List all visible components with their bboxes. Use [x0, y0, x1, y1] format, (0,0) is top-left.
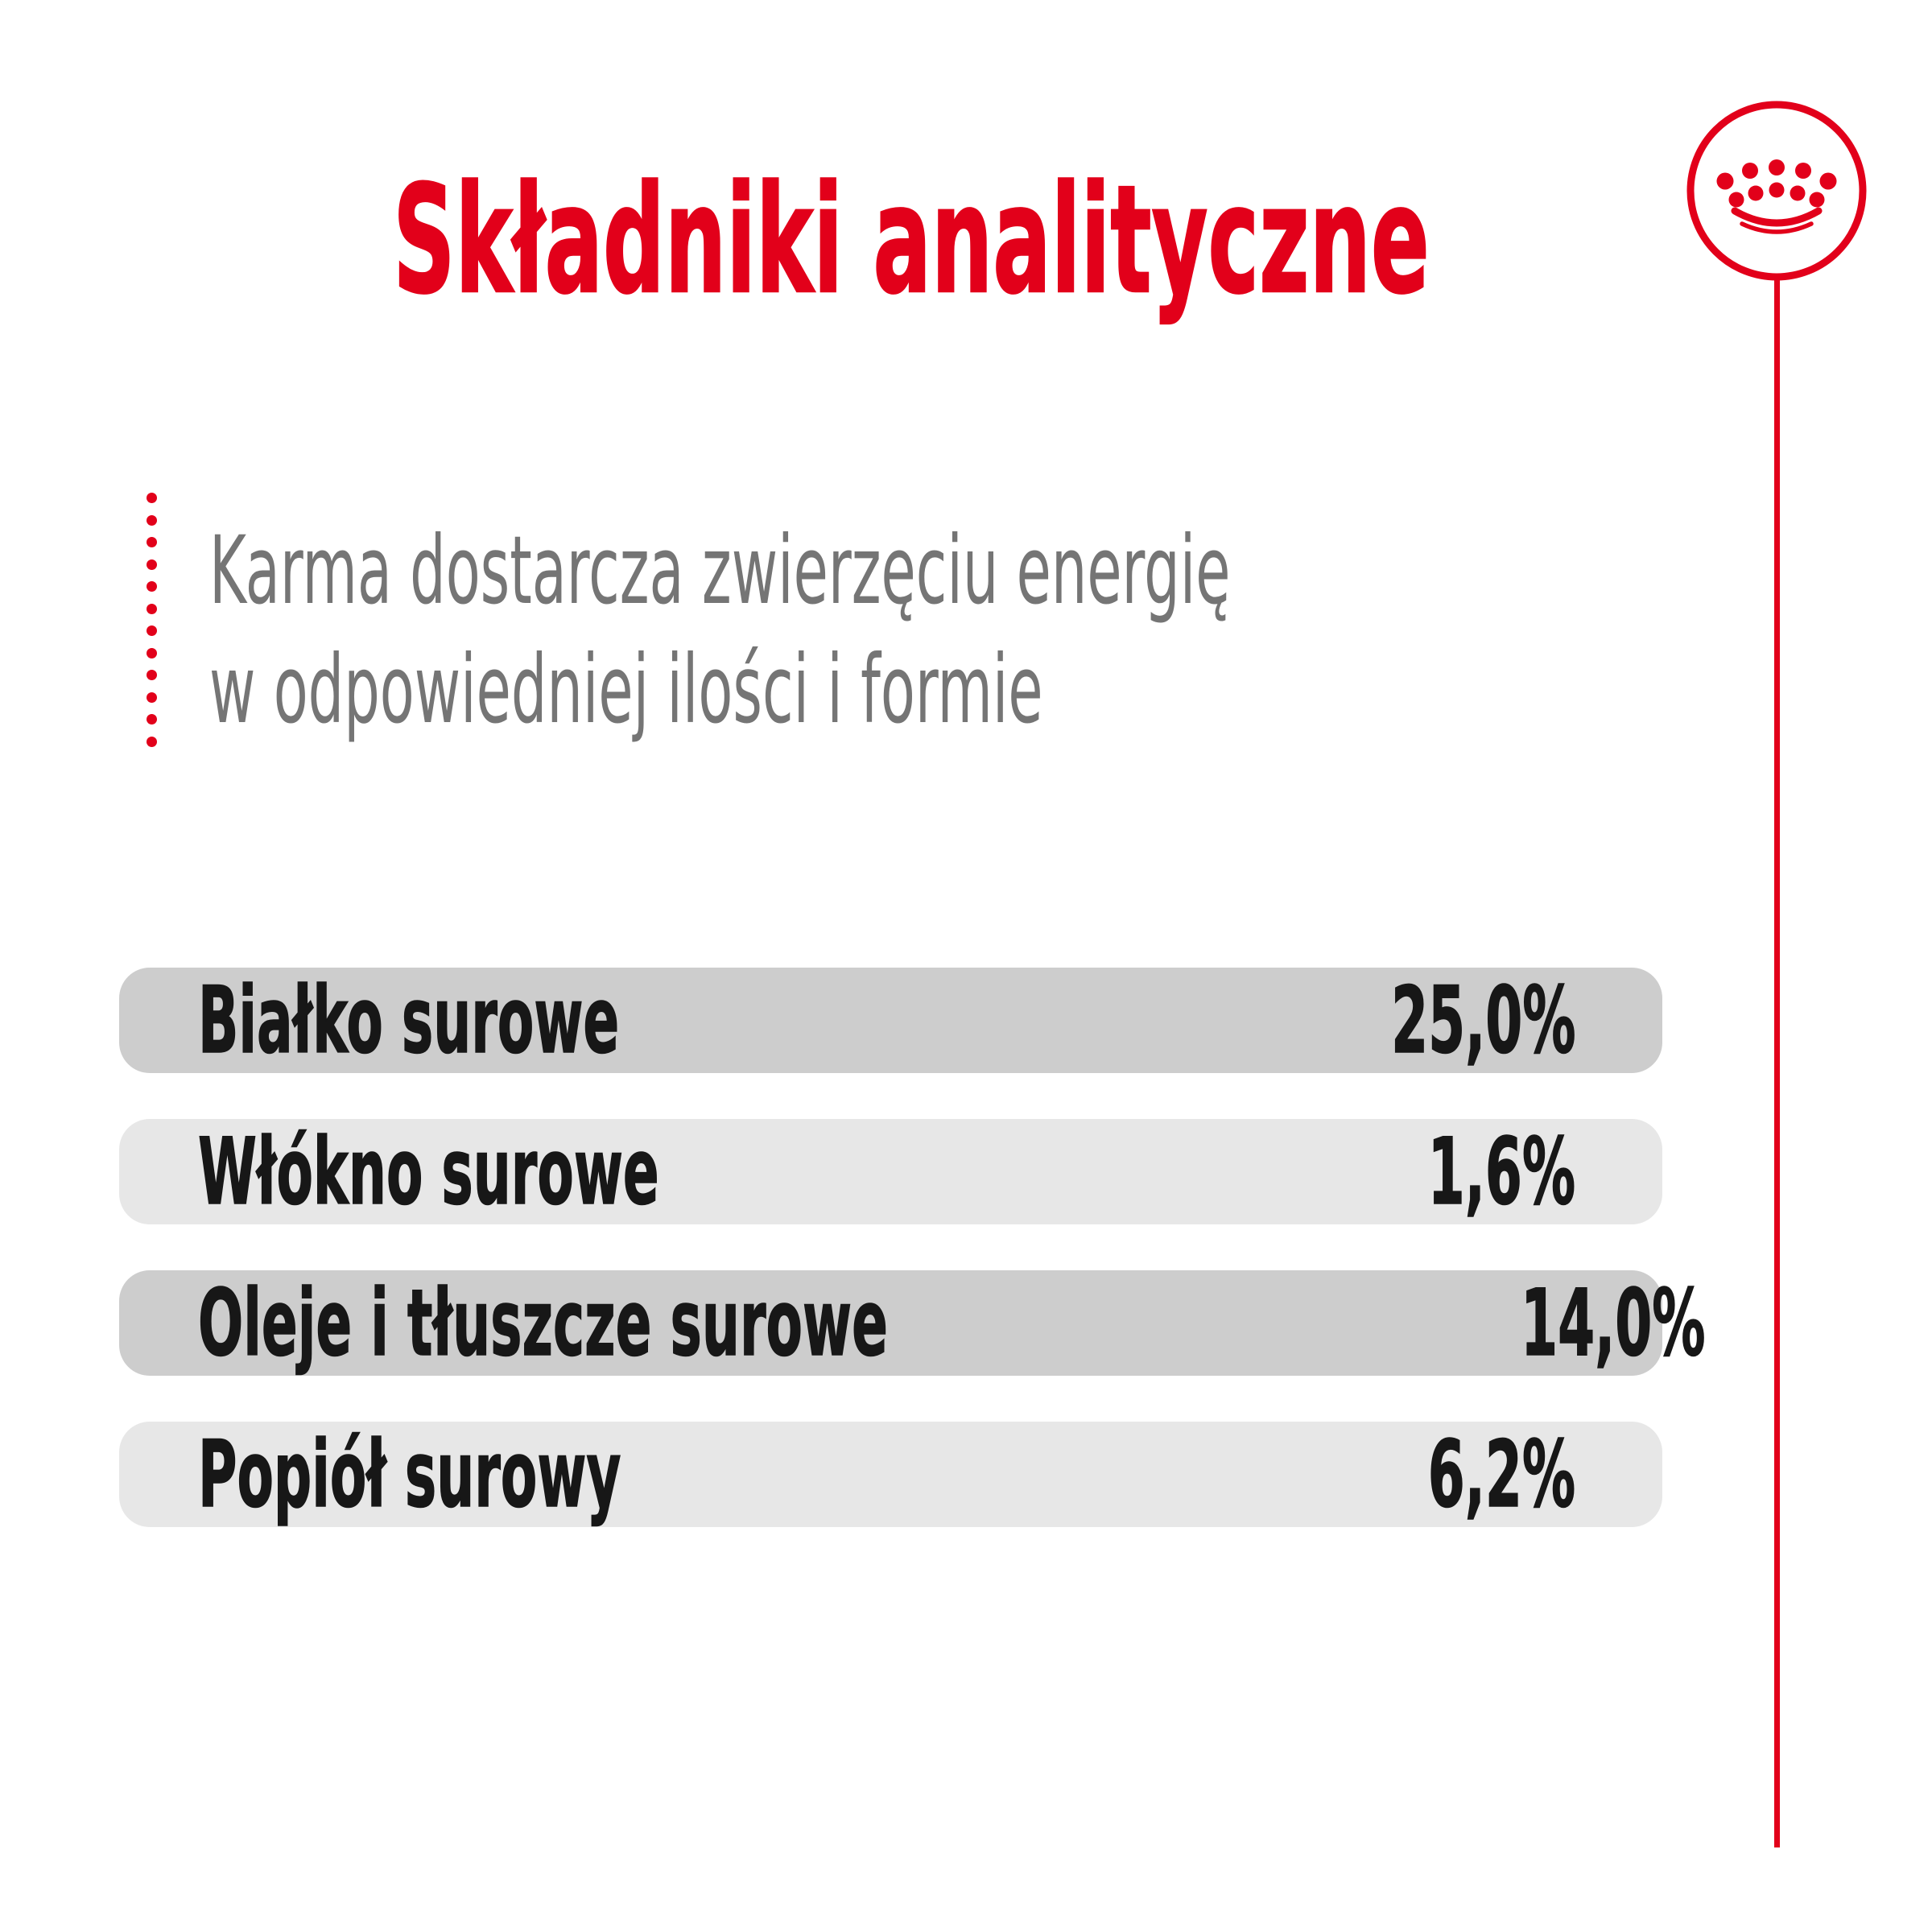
red-dot: [147, 537, 157, 547]
row-value: 25,0%: [1390, 966, 1575, 1075]
table-row: Włókno surowe 1,6%: [119, 1117, 1662, 1226]
page-title-text: Składniki analityczne: [392, 153, 1430, 327]
table-row: Białko surowe 25,0%: [119, 966, 1662, 1075]
row-value: 14,0%: [1521, 1269, 1706, 1377]
royal-canin-crown-icon: [1672, 86, 1881, 295]
table-row: Oleje i tłuszcze surowe 14,0%: [119, 1269, 1706, 1377]
red-dot: [147, 559, 157, 570]
dotted-line: [147, 493, 157, 747]
red-dot: [147, 603, 157, 614]
row-label: Włókno surowe: [198, 1117, 660, 1226]
red-dot: [147, 647, 157, 658]
red-dot: [147, 625, 157, 636]
red-dot: [147, 514, 157, 526]
vertical-rule: [1774, 278, 1780, 1847]
page-title: Składniki analityczne: [0, 153, 1932, 327]
red-dot: [147, 493, 157, 503]
note-line-2: w odpowiedniej ilości i formie: [209, 634, 1043, 745]
row-label: Oleje i tłuszcze surowe: [198, 1269, 889, 1377]
red-dot: [147, 691, 157, 703]
red-dot: [147, 714, 157, 724]
row-label: Popiół surowy: [198, 1420, 621, 1529]
red-dot: [147, 736, 157, 747]
table-row: Popiół surowy 6,2%: [119, 1420, 1662, 1529]
row-value: 1,6%: [1427, 1117, 1575, 1226]
note-line-1: Karma dostarcza zwierzęciu energię: [209, 515, 1231, 625]
red-dot: [147, 670, 157, 680]
red-dot: [147, 581, 157, 592]
row-label: Białko surowe: [198, 966, 620, 1075]
constituents-table: Białko surowe 25,0% Włókno surowe 1,6% O…: [119, 966, 1706, 1531]
note-text: Karma dostarcza zwierzęciu energię w odp…: [209, 511, 1911, 749]
row-value: 6,2%: [1427, 1420, 1575, 1529]
